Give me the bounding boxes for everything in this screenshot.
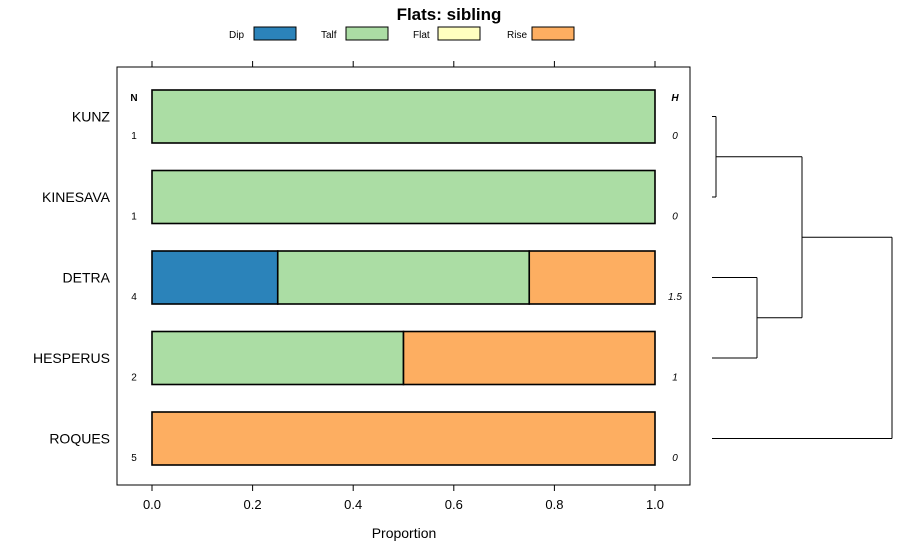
category-label: KINESAVA — [42, 189, 111, 205]
h-value: 1 — [672, 373, 678, 384]
n-value: 1 — [131, 131, 137, 142]
x-tick-label: 0.6 — [445, 497, 463, 512]
h-value: 0 — [672, 131, 678, 142]
bar-segment-dip — [151, 250, 279, 305]
category-label: HESPERUS — [33, 350, 110, 366]
bar-segment-talf — [276, 250, 531, 305]
category-label: KUNZ — [72, 109, 111, 125]
category-label: DETRA — [63, 270, 111, 286]
bar-segment-rise — [528, 250, 656, 305]
legend-swatch-flat — [437, 26, 481, 41]
legend-swatch-rise — [531, 26, 575, 41]
legend-label-rise: Rise — [507, 30, 527, 41]
legend-label-talf: Talf — [321, 30, 337, 41]
bottom-axis: 0.0 0.2 0.4 0.6 0.8 1.0 — [143, 485, 664, 512]
chart-title: Flats: sibling — [397, 5, 502, 24]
plot-frame — [116, 66, 691, 486]
dendrogram — [712, 116, 893, 439]
x-tick-label: 0.2 — [244, 497, 262, 512]
x-axis-label: Proportion — [372, 525, 437, 541]
n-value: 2 — [131, 373, 137, 384]
top-axis — [151, 61, 656, 67]
n-value: 5 — [131, 453, 137, 464]
legend: Dip Talf Flat Rise — [229, 26, 575, 41]
x-tick-label: 1.0 — [646, 497, 664, 512]
bar-segment-rise — [151, 411, 656, 466]
n-value: 1 — [131, 212, 137, 223]
bar-segment-talf — [151, 330, 405, 386]
bar-segment-talf — [151, 169, 656, 225]
h-value: 0 — [672, 453, 678, 464]
bars — [151, 89, 656, 466]
h-value: 0 — [672, 212, 678, 223]
legend-swatch-talf — [345, 26, 389, 41]
legend-swatch-dip — [253, 26, 297, 41]
legend-label-dip: Dip — [229, 30, 244, 41]
category-label: ROQUES — [49, 431, 110, 447]
bar-segment-talf — [151, 89, 656, 144]
h-value: 1.5 — [668, 292, 682, 303]
category-labels: KUNZ KINESAVA DETRA HESPERUS ROQUES — [33, 109, 111, 447]
x-tick-label: 0.4 — [344, 497, 362, 512]
n-header: N — [130, 93, 137, 104]
bar-segment-rise — [402, 330, 656, 386]
x-tick-label: 0.0 — [143, 497, 161, 512]
x-tick-label: 0.8 — [545, 497, 563, 512]
h-header: H — [671, 93, 679, 104]
legend-label-flat: Flat — [413, 30, 430, 41]
n-value: 4 — [131, 292, 137, 303]
